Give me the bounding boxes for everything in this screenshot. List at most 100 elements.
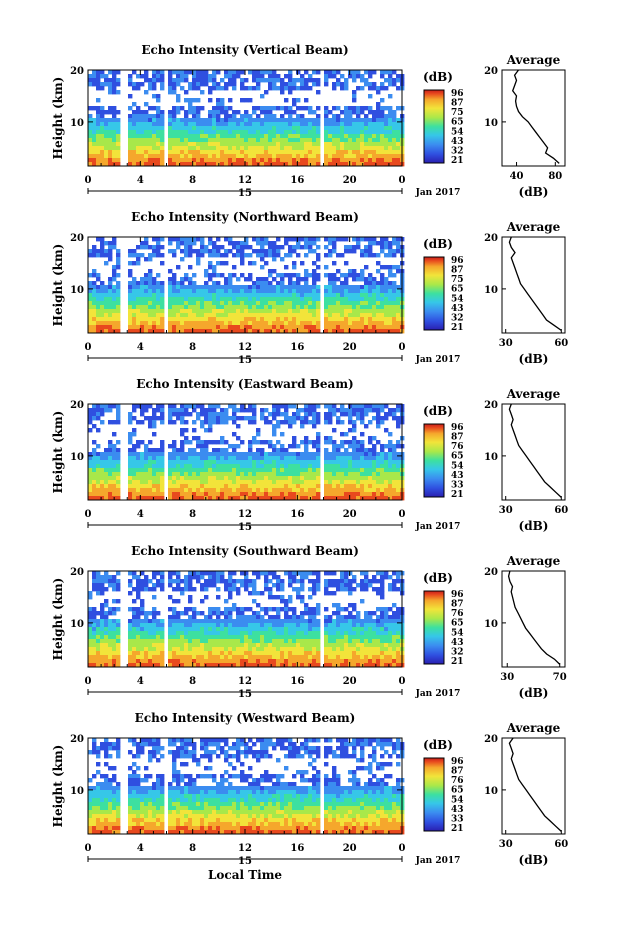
heatmap-cell <box>112 245 117 250</box>
heatmap-cell <box>140 480 145 485</box>
heatmap-cell <box>372 416 377 421</box>
heatmap-cell <box>240 317 245 322</box>
heatmap-cell <box>212 579 217 584</box>
heatmap-cell <box>176 456 181 461</box>
heatmap-cell <box>148 611 153 616</box>
heatmap-cell <box>228 249 233 254</box>
heatmap-cell <box>380 273 385 278</box>
heatmap-cell <box>284 134 289 139</box>
heatmap-cell <box>348 114 353 119</box>
heatmap-cell <box>256 237 261 242</box>
heatmap-cell <box>356 245 361 250</box>
heatmap-cell <box>364 492 369 497</box>
heatmap-cell <box>272 456 277 461</box>
heatmap-cell <box>228 301 233 306</box>
heatmap-cell <box>384 277 389 282</box>
x-tick-label: 20 <box>343 509 357 520</box>
heatmap-cell <box>172 496 177 501</box>
heatmap-cell <box>268 70 273 75</box>
heatmap-cell <box>252 70 257 75</box>
heatmap-cell <box>176 146 181 151</box>
heatmap-cell <box>328 476 333 481</box>
heatmap-cell <box>136 476 141 481</box>
heatmap-cell <box>296 587 301 592</box>
heatmap-cell <box>200 468 205 473</box>
heatmap-cell <box>268 607 273 612</box>
heatmap-cell <box>252 496 257 501</box>
heatmap-cell <box>308 305 313 310</box>
heatmap-cell <box>312 82 317 87</box>
heatmap-cell <box>236 285 241 290</box>
heatmap-cell <box>216 86 221 91</box>
heatmap-cell <box>152 480 157 485</box>
heatmap-cell <box>160 488 165 493</box>
heatmap-cell <box>96 237 101 242</box>
heatmap-cell <box>224 583 229 588</box>
heatmap-cell <box>196 571 201 576</box>
heatmap-cell <box>348 472 353 477</box>
heatmap-cell <box>152 571 157 576</box>
heatmap-cell <box>196 440 201 445</box>
heatmap-cell <box>296 488 301 493</box>
heatmap-cell <box>132 134 137 139</box>
heatmap-cell <box>376 424 381 429</box>
heatmap-cell <box>180 623 185 628</box>
heatmap-cell <box>264 420 269 425</box>
heatmap-cell <box>284 154 289 159</box>
heatmap-cell <box>300 106 305 111</box>
heatmap-cell <box>348 579 353 584</box>
heatmap-cell <box>244 575 249 580</box>
heatmap-cell <box>244 329 249 334</box>
heatmap-cell <box>308 619 313 624</box>
heatmap-cell <box>132 448 137 453</box>
heatmap-cell <box>156 317 161 322</box>
heatmap-cell <box>208 317 213 322</box>
heatmap-cell <box>364 118 369 123</box>
heatmap-cell <box>296 623 301 628</box>
heatmap-cell <box>236 623 241 628</box>
heatmap-cell <box>384 484 389 489</box>
heatmap-cell <box>272 472 277 477</box>
heatmap-cell <box>156 452 161 457</box>
heatmap-cell <box>316 70 321 75</box>
heatmap-cell <box>160 496 165 501</box>
heatmap-cell <box>232 412 237 417</box>
heatmap-cell <box>284 571 289 576</box>
heatmap-cell <box>160 329 165 334</box>
heatmap-cell <box>176 126 181 131</box>
heatmap-cell <box>348 301 353 306</box>
heatmap-cell <box>88 480 93 485</box>
heatmap-cell <box>240 619 245 624</box>
heatmap-cell <box>348 587 353 592</box>
heatmap-cell <box>276 587 281 592</box>
heatmap-cell <box>228 492 233 497</box>
heatmap-cell <box>280 579 285 584</box>
heatmap-cell <box>248 464 253 469</box>
heatmap-cell <box>348 611 353 616</box>
heatmap-cell <box>176 162 181 167</box>
heatmap-cell <box>244 154 249 159</box>
heatmap-cell <box>88 456 93 461</box>
heatmap-cell <box>104 619 109 624</box>
heatmap-cell <box>324 472 329 477</box>
heatmap-cell <box>208 309 213 314</box>
heatmap-cell <box>364 134 369 139</box>
heatmap-cell <box>384 281 389 286</box>
heatmap-cell <box>324 468 329 473</box>
heatmap-cell <box>192 452 197 457</box>
heatmap-cell <box>144 611 149 616</box>
heatmap-cell <box>168 269 173 274</box>
heatmap-cell <box>248 452 253 457</box>
heatmap-cell <box>204 245 209 250</box>
heatmap-cell <box>340 150 345 155</box>
heatmap-cell <box>356 583 361 588</box>
heatmap-cell <box>336 476 341 481</box>
heatmap-cell <box>328 456 333 461</box>
heatmap-cell <box>332 591 337 596</box>
heatmap-cell <box>200 492 205 497</box>
heatmap-cell <box>96 138 101 143</box>
heatmap-cell <box>112 297 117 302</box>
heatmap-cell <box>160 118 165 123</box>
heatmap-cell <box>220 293 225 298</box>
heatmap-cell <box>244 118 249 123</box>
